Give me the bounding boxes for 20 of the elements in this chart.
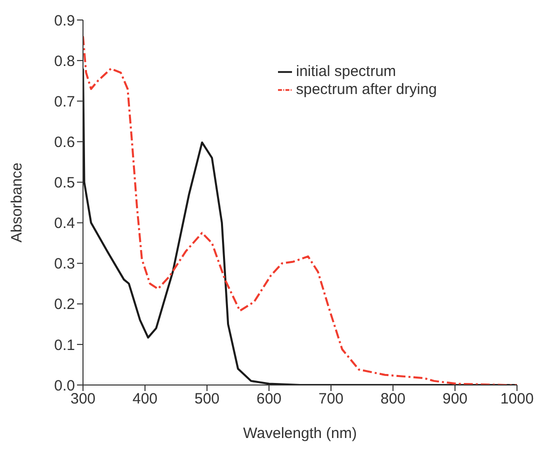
y-tick-label: 0.6 — [54, 134, 75, 151]
x-tick-label: 800 — [380, 390, 406, 408]
y-tick-label: 0.3 — [54, 256, 75, 273]
x-tick-label: 700 — [318, 390, 344, 408]
y-tick-label: 0.9 — [54, 12, 75, 30]
legend-label: initial spectrum — [296, 63, 396, 80]
x-tick-label: 500 — [194, 390, 220, 408]
y-tick-label: 0.5 — [54, 174, 75, 192]
y-tick-label: 0.8 — [54, 52, 75, 70]
x-axis-title: Wavelength (nm) — [243, 425, 357, 442]
y-tick-label: 0.2 — [54, 296, 75, 314]
y-tick-label: 0.4 — [54, 215, 75, 232]
x-tick-label: 400 — [132, 390, 158, 408]
y-tick-label: 0.1 — [54, 336, 75, 354]
y-axis-title: Absorbance — [8, 162, 26, 243]
x-tick-label: 900 — [442, 390, 468, 408]
x-tick-label: 600 — [256, 390, 282, 408]
y-tick-label: 0.7 — [54, 93, 75, 110]
legend-label: spectrum after drying — [296, 81, 437, 98]
x-tick-label: 1000 — [500, 390, 534, 408]
